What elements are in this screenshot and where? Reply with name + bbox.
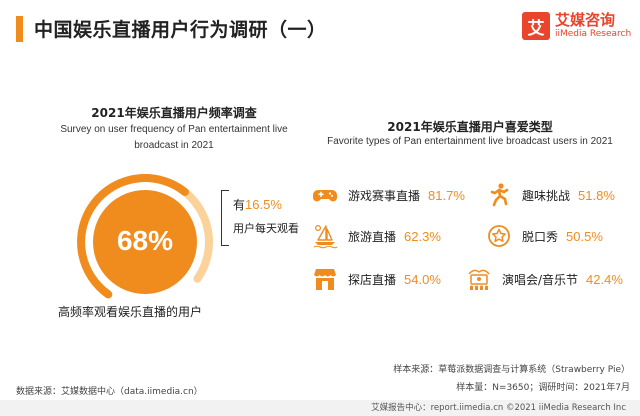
logo-cn: 艾媒咨询 [555,11,616,29]
annotation-bracket [221,190,229,246]
frequency-percentage: 68% [116,225,174,256]
category-value: 81.7% [428,187,465,203]
category-value: 42.4% [586,271,623,287]
ring-caption: 高频率观看娱乐直播的用户 [58,305,203,319]
category-item: 脱口秀 50.5% [486,222,603,250]
category-value: 51.8% [578,187,615,203]
category-label: 探店直播 [348,272,397,287]
storefront-icon [314,269,336,290]
category-label: 趣味挑战 [522,188,571,203]
left-subtitle-line2: broadcast in 2021 [134,140,214,151]
right-chart-title: 2021年娱乐直播用户喜爱类型 [387,120,553,134]
daily-prefix: 有 [233,198,246,212]
left-subtitle-line1: Survey on user frequency of Pan entertai… [60,124,288,135]
category-item: 趣味挑战 51.8% [486,181,615,209]
left-chart-title: 2021年娱乐直播用户频率调查 [91,106,257,120]
category-value: 50.5% [566,228,603,244]
sailboat-icon [313,224,338,249]
iimedia-logo: 艾 艾媒咨询 iiMedia Research [522,12,631,40]
ring-value-arc [77,174,189,299]
data-source: 数据来源：艾媒数据中心（data.iimedia.cn） [16,387,203,397]
frequency-ring-chart [77,174,213,299]
daily-viewer-line1: 有16.5% [233,196,282,213]
title-accent-bar [16,16,23,42]
category-value: 54.0% [404,271,441,287]
category-label: 脱口秀 [522,229,559,244]
category-item: 探店直播 54.0% [312,265,441,293]
gamepad-icon [313,190,337,202]
right-chart-subtitle: Favorite types of Pan entertainment live… [327,136,613,147]
concert-stage-icon [468,269,490,290]
daily-percentage: 16.5% [245,197,282,212]
category-item: 演唱会/音乐节 42.4% [466,265,623,293]
category-label: 旅游直播 [348,229,397,244]
logo-text: 艾媒咨询 iiMedia Research [555,12,631,40]
category-label: 游戏赛事直播 [348,188,421,203]
logo-mark: 艾 [522,12,550,40]
star-badge-icon [488,225,510,247]
category-value: 62.3% [404,228,441,244]
logo-en: iiMedia Research [555,29,632,39]
daily-viewer-label: 用户每天观看 [233,222,299,235]
left-chart-subtitle: Survey on user frequency of Pan entertai… [24,122,324,154]
footer-bar: 艾媒报告中心：report.iimedia.cn ©2021 iiMedia R… [0,400,640,416]
category-item: 游戏赛事直播 81.7% [312,181,465,209]
sample-info: 样本量：N=3650；调研时间：2021年7月 [456,383,630,393]
sample-source: 样本来源：草莓派数据调查与计算系统（Strawberry Pie） [393,365,630,375]
ring-core-circle [93,190,197,294]
category-label: 演唱会/音乐节 [502,272,579,287]
category-item: 旅游直播 62.3% [312,222,441,250]
page-title: 中国娱乐直播用户行为调研（一） [34,19,327,41]
running-person-icon [490,183,509,207]
